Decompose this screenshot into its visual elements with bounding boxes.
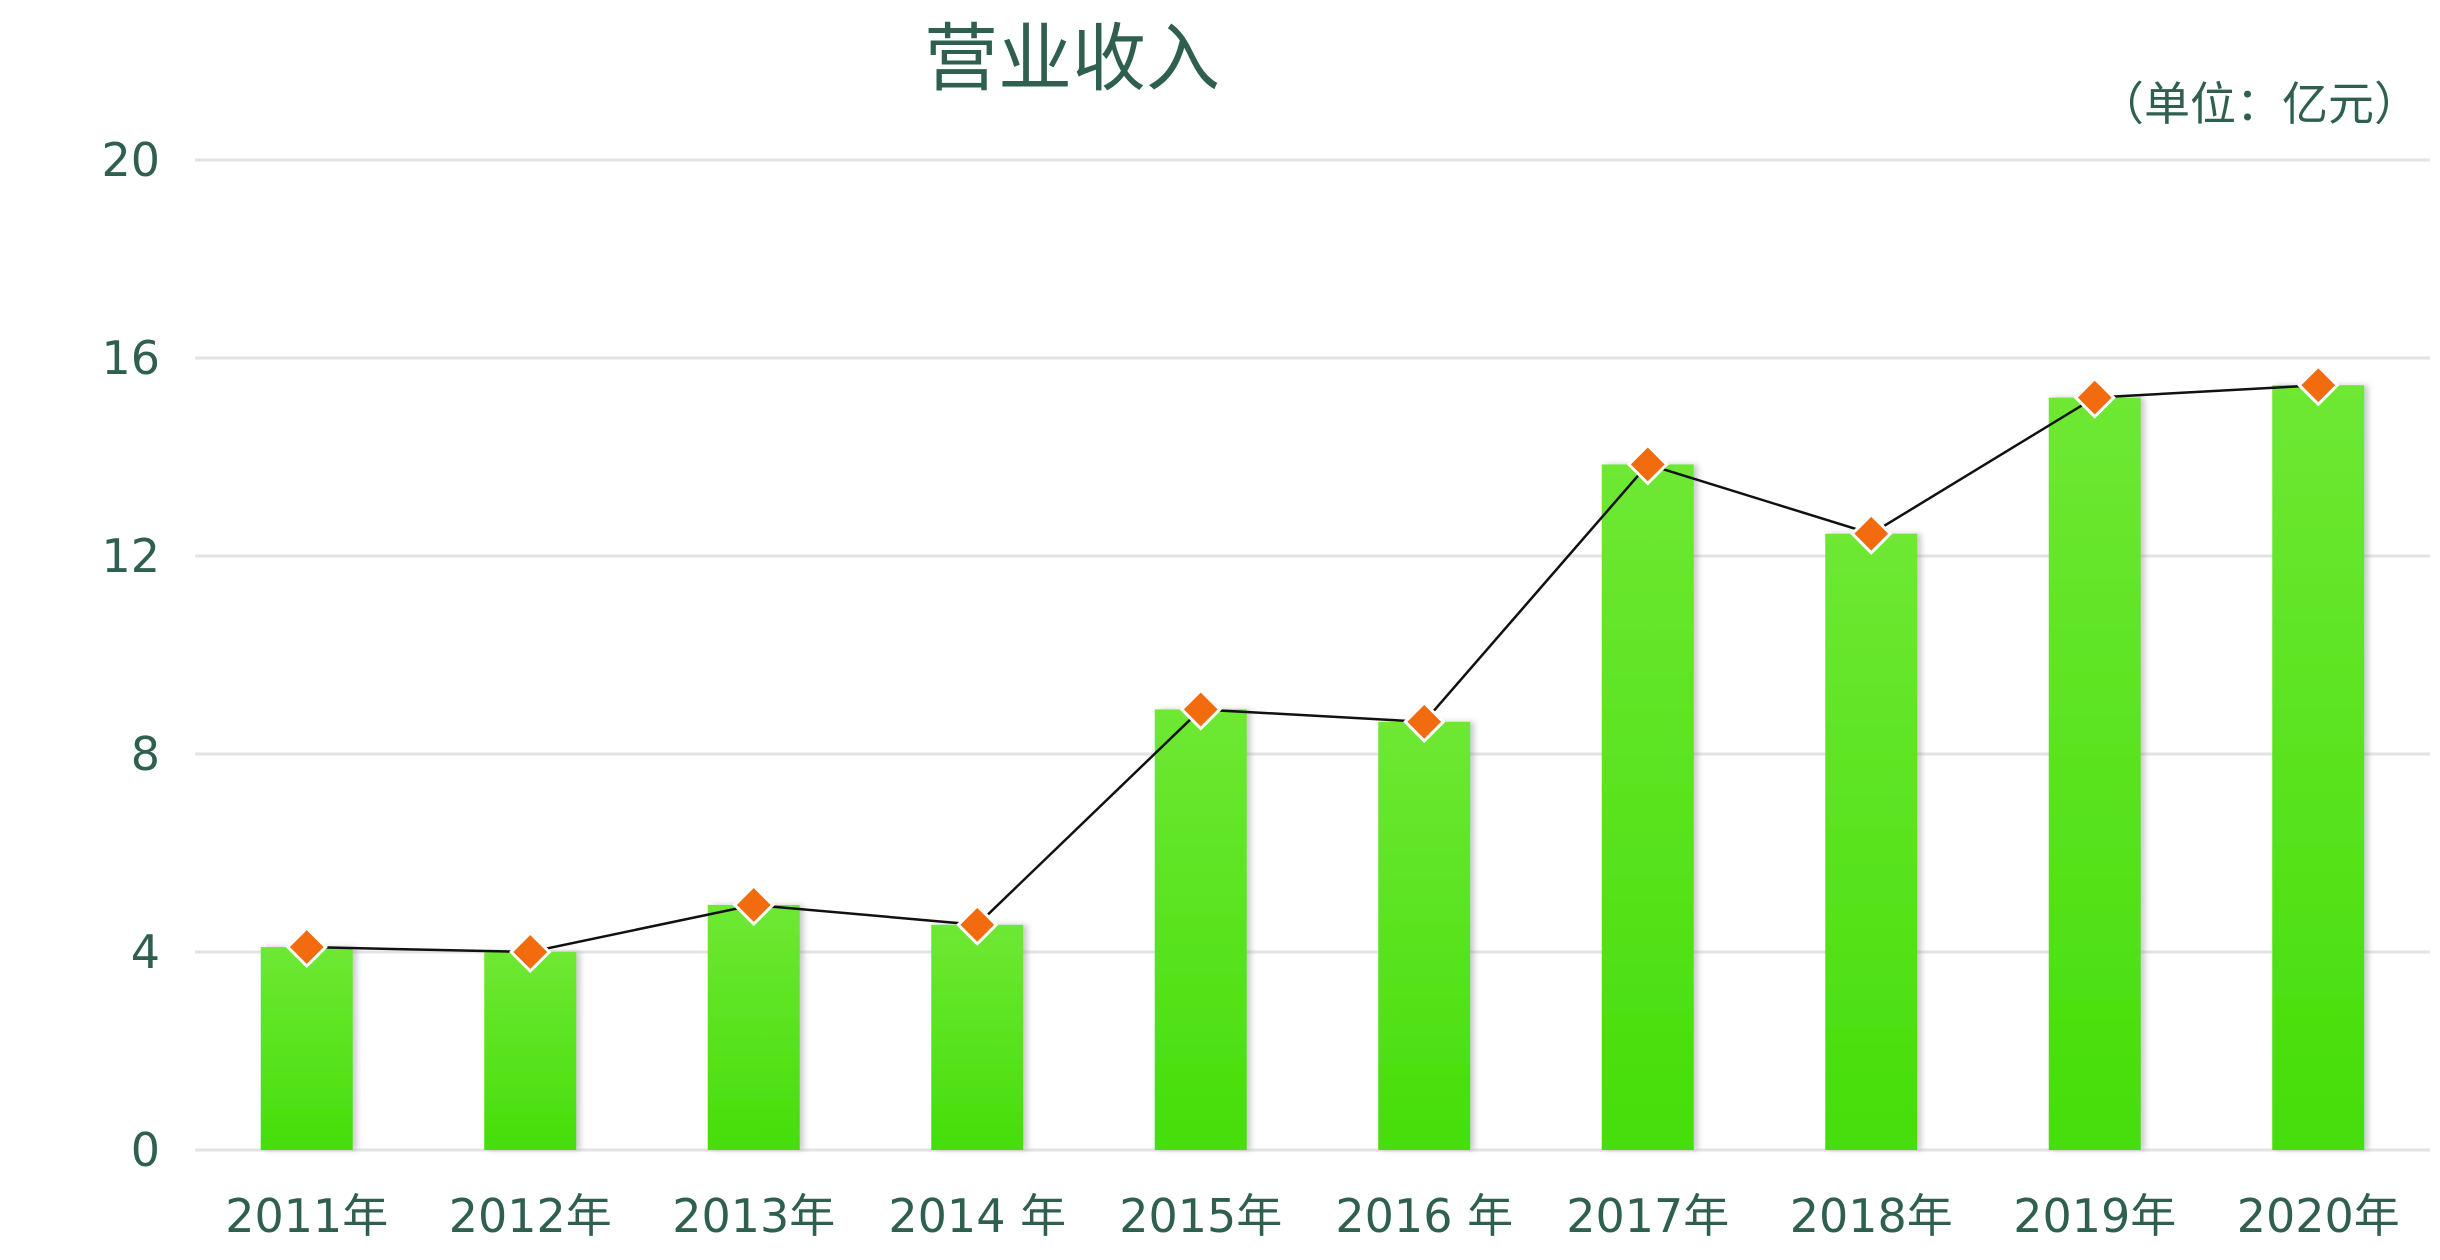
- data-marker: [1179, 688, 1222, 731]
- bar: [1154, 709, 1247, 1150]
- bars: [260, 385, 2365, 1151]
- x-tick-label: 2014 年: [888, 1189, 1066, 1243]
- x-tick-label: 2017年: [1566, 1189, 1729, 1243]
- bar: [484, 952, 577, 1150]
- data-marker: [956, 903, 999, 946]
- x-tick-label: 2012年: [449, 1189, 612, 1243]
- x-axis: 2011年 2012年 2013年 2014 年 2015年 2016 年 2017年 201…: [225, 1189, 2400, 1243]
- y-axis: 0 4 8 12 16 20: [101, 133, 160, 1177]
- x-tick-label: 2018年: [1790, 1189, 1953, 1243]
- trend-line-group: [306, 383, 2319, 954]
- bar: [707, 904, 800, 1150]
- y-tick-label: 16: [101, 331, 160, 385]
- x-tick-label: 2016 年: [1335, 1189, 1513, 1243]
- chart-title: 营业收入: [924, 16, 1220, 102]
- x-tick-label: 2011年: [225, 1189, 388, 1243]
- data-marker: [2297, 364, 2340, 407]
- y-tick-label: 20: [101, 133, 160, 187]
- y-tick-label: 8: [131, 727, 160, 781]
- y-tick-label: 12: [101, 529, 160, 583]
- data-marker: [1850, 512, 1893, 555]
- bar: [2048, 397, 2141, 1151]
- trend-line: [306, 383, 2319, 954]
- data-marker: [1403, 700, 1446, 743]
- data-marker: [285, 925, 328, 969]
- bar: [1601, 464, 1694, 1150]
- bar: [260, 947, 353, 1150]
- x-tick-label: 2019年: [2013, 1189, 2176, 1243]
- data-marker: [2073, 376, 2116, 419]
- data-marker: [732, 883, 775, 927]
- bar: [931, 924, 1024, 1150]
- unit-label: （单位：亿元）: [2098, 77, 2420, 131]
- y-tick-label: 0: [131, 1123, 160, 1177]
- x-tick-label: 2020年: [2237, 1189, 2400, 1243]
- x-tick-label: 2015年: [1119, 1189, 1282, 1243]
- bar: [2272, 385, 2365, 1151]
- data-marker: [1626, 443, 1669, 486]
- x-tick-label: 2013年: [672, 1189, 835, 1243]
- y-tick-label: 4: [131, 925, 160, 979]
- markers: [285, 364, 2340, 974]
- bar: [1378, 721, 1471, 1150]
- bar: [1825, 533, 1918, 1150]
- data-marker: [509, 930, 552, 974]
